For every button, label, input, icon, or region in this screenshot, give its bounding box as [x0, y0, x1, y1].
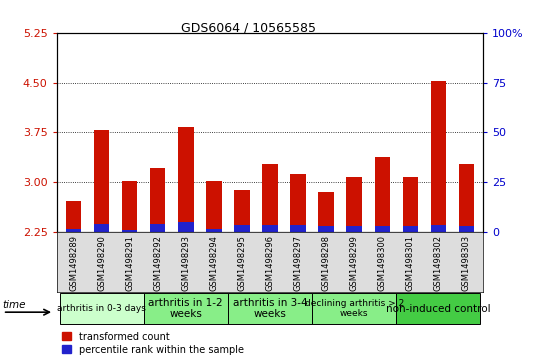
Bar — [262, 225, 278, 232]
Bar — [178, 222, 193, 232]
Bar — [375, 157, 390, 232]
Bar — [262, 164, 278, 232]
Bar — [375, 226, 390, 232]
Text: GSM1498295: GSM1498295 — [238, 235, 246, 291]
Bar — [178, 127, 193, 232]
Bar — [234, 191, 249, 232]
Text: arthritis in 1-2
weeks: arthritis in 1-2 weeks — [148, 298, 223, 319]
Text: GSM1498299: GSM1498299 — [350, 235, 359, 291]
Bar — [234, 225, 249, 232]
Text: GSM1498302: GSM1498302 — [434, 235, 443, 291]
Text: GSM1498297: GSM1498297 — [294, 235, 302, 291]
Text: GSM1498296: GSM1498296 — [266, 235, 274, 291]
Text: GSM1498289: GSM1498289 — [69, 235, 78, 291]
Bar — [206, 181, 221, 232]
Text: time: time — [3, 300, 26, 310]
FancyBboxPatch shape — [396, 293, 481, 324]
Text: arthritis in 0-3 days: arthritis in 0-3 days — [57, 304, 146, 313]
Bar — [431, 81, 446, 232]
Bar — [431, 225, 446, 232]
Text: GSM1498298: GSM1498298 — [322, 235, 330, 291]
FancyBboxPatch shape — [228, 293, 312, 324]
Text: declining arthritis > 2
weeks: declining arthritis > 2 weeks — [305, 299, 404, 318]
Text: GDS6064 / 10565585: GDS6064 / 10565585 — [181, 22, 316, 35]
Bar — [347, 227, 362, 232]
Bar — [206, 229, 221, 232]
Bar — [94, 131, 109, 232]
Bar — [459, 164, 474, 232]
Text: GSM1498303: GSM1498303 — [462, 235, 471, 291]
Text: GSM1498292: GSM1498292 — [153, 235, 162, 291]
Bar — [319, 227, 334, 232]
Text: GSM1498290: GSM1498290 — [97, 235, 106, 291]
FancyBboxPatch shape — [312, 293, 396, 324]
Text: GSM1498300: GSM1498300 — [378, 235, 387, 291]
Bar — [122, 230, 137, 232]
Bar — [66, 229, 81, 232]
Bar — [291, 175, 306, 232]
Text: GSM1498291: GSM1498291 — [125, 235, 134, 291]
Bar — [150, 224, 165, 232]
Text: non-induced control: non-induced control — [386, 303, 491, 314]
Text: GSM1498294: GSM1498294 — [210, 235, 218, 291]
Text: arthritis in 3-4
weeks: arthritis in 3-4 weeks — [233, 298, 307, 319]
Bar — [66, 201, 81, 232]
Bar — [150, 168, 165, 232]
Bar — [459, 227, 474, 232]
FancyBboxPatch shape — [59, 293, 144, 324]
Bar — [291, 225, 306, 232]
Bar — [403, 227, 418, 232]
Bar — [122, 181, 137, 232]
FancyBboxPatch shape — [144, 293, 228, 324]
Bar — [94, 224, 109, 232]
Text: GSM1498293: GSM1498293 — [181, 235, 190, 291]
Text: GSM1498301: GSM1498301 — [406, 235, 415, 291]
Bar — [319, 192, 334, 232]
Legend: transformed count, percentile rank within the sample: transformed count, percentile rank withi… — [62, 331, 244, 355]
Bar — [347, 177, 362, 232]
Bar — [403, 177, 418, 232]
